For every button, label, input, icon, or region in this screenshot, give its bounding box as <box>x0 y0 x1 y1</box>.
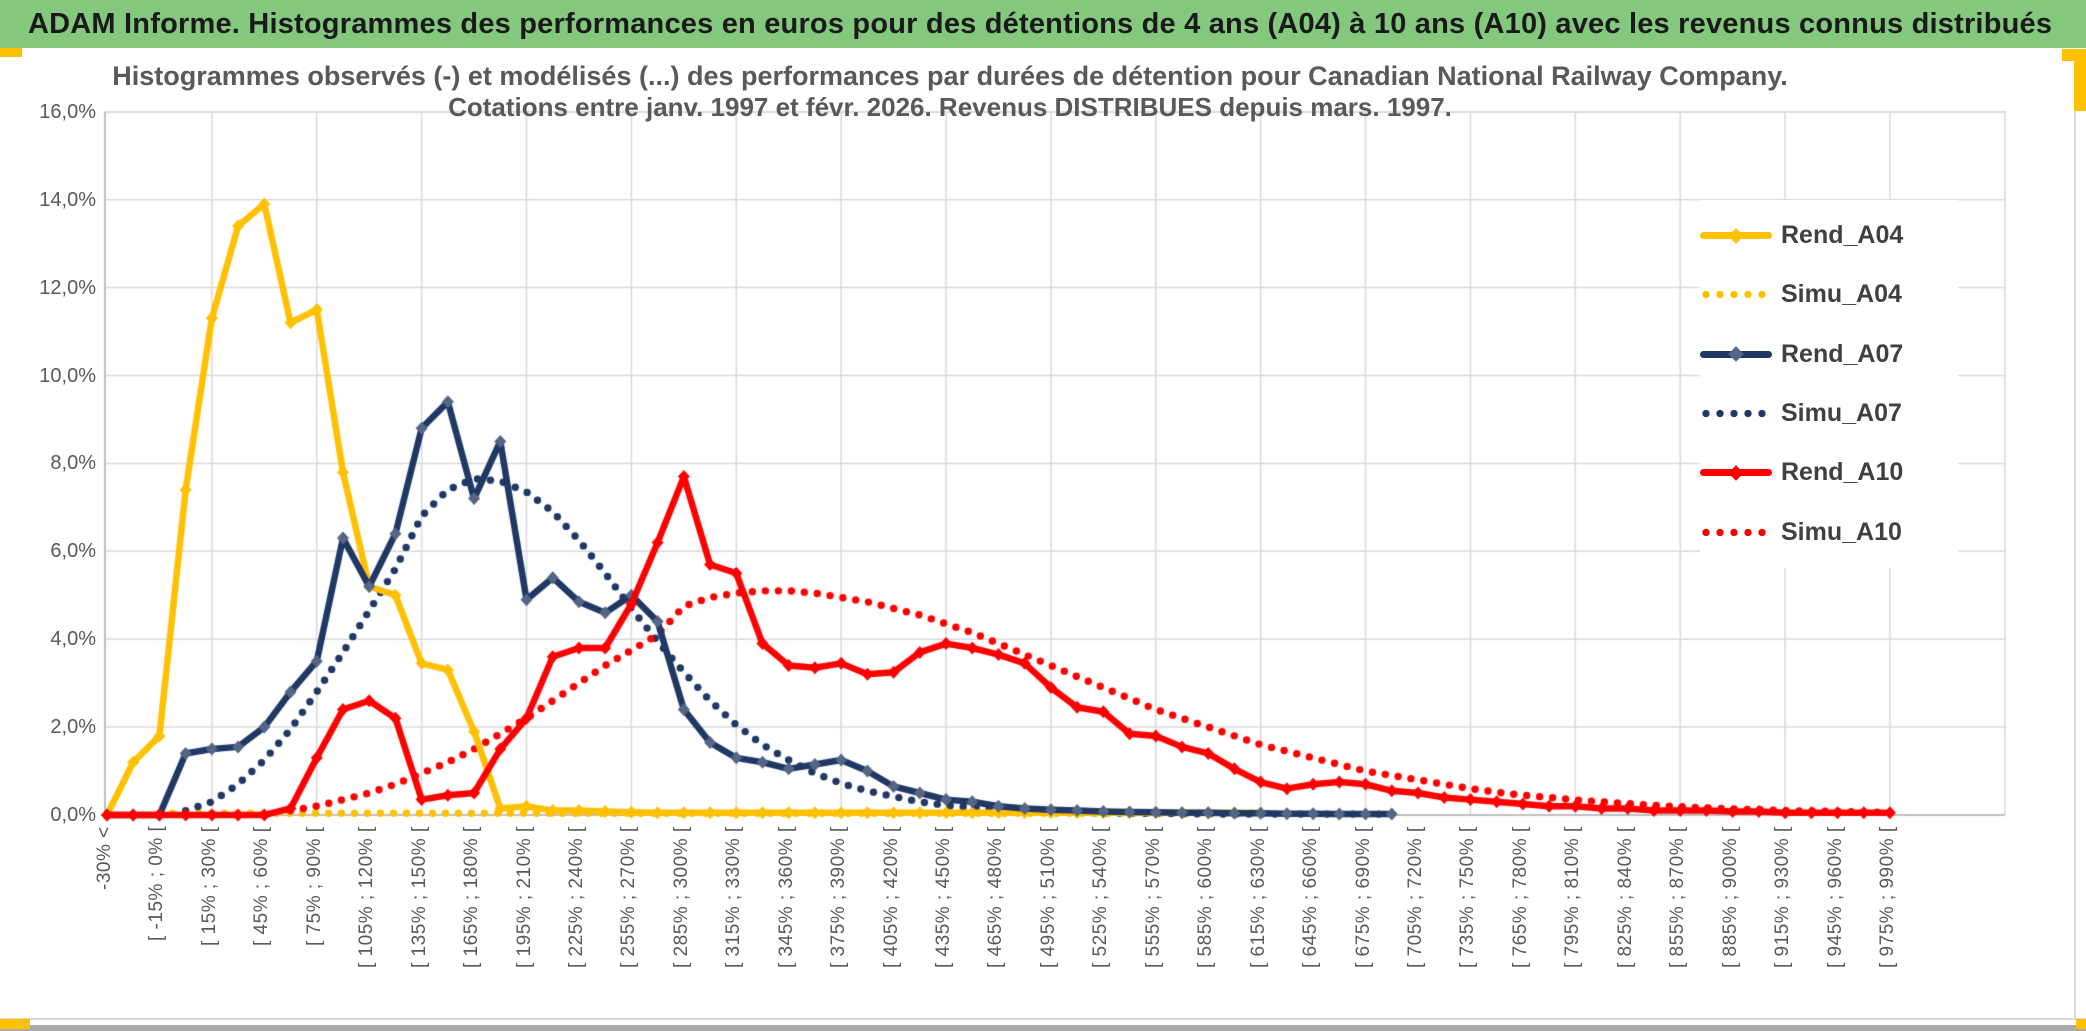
x-tick-label: [ 195% ; 210% [ <box>513 826 535 968</box>
chart-title-line1: Histogrammes observés (-) et modélisés (… <box>112 61 1788 91</box>
x-tick-label: [ 795% ; 810% [ <box>1562 826 1584 968</box>
legend-line-swatch-icon <box>1700 227 1772 244</box>
legend-label: Simu_A07 <box>1781 399 1902 428</box>
x-tick-label: [ 675% ; 690% [ <box>1352 826 1374 968</box>
x-tick-label: [ 645% ; 660% [ <box>1300 826 1322 968</box>
legend-entry-simu-a10[interactable]: Simu_A10 <box>1700 512 1958 552</box>
chart-title-line2: Cotations entre janv. 1997 et févr. 2026… <box>448 92 1452 122</box>
legend-entry-rend-a07[interactable]: Rend_A07 <box>1700 334 1958 374</box>
legend-label: Rend_A07 <box>1781 339 1904 368</box>
x-tick-label: [ 45% ; 60% [ <box>251 826 273 946</box>
x-tick-label: [ 435% ; 450% [ <box>933 826 955 968</box>
gold-accent-bottom-left <box>0 1019 30 1029</box>
legend-line-swatch-icon <box>1700 346 1772 363</box>
x-tick-label: [ 285% ; 300% [ <box>670 826 692 968</box>
x-tick-label: [ 225% ; 240% [ <box>565 826 587 968</box>
x-tick-label: [ 765% ; 780% [ <box>1509 826 1531 968</box>
legend-entry-simu-a04[interactable]: Simu_A04 <box>1700 275 1958 315</box>
gold-accent-top-right-v <box>2074 49 2086 111</box>
x-tick-label: [ -15% ; 0% [ <box>146 826 168 942</box>
x-tick-label: -30% < <box>94 826 115 890</box>
x-tick-label: [ 825% ; 840% [ <box>1614 826 1636 968</box>
legend-dotted-swatch-icon <box>1700 290 1772 300</box>
x-tick-label: [ 315% ; 330% [ <box>723 826 745 968</box>
legend-entry-simu-a07[interactable]: Simu_A07 <box>1700 394 1958 434</box>
y-tick-label: 4,0% <box>50 628 96 651</box>
window-title: ADAM Informe. Histogrammes des performan… <box>28 7 2053 40</box>
chart-title: Histogrammes observés (-) et modélisés (… <box>60 60 1840 123</box>
legend-entry-rend-a10[interactable]: Rend_A10 <box>1700 453 1958 493</box>
x-tick-label: [ 885% ; 900% [ <box>1719 826 1741 968</box>
x-tick-label: [ 615% ; 630% [ <box>1247 826 1269 968</box>
legend-label: Rend_A04 <box>1781 221 1904 250</box>
x-tick-label: [ 915% ; 930% [ <box>1772 826 1794 968</box>
legend-label: Simu_A04 <box>1781 280 1902 309</box>
x-tick-label: [ 705% ; 720% [ <box>1405 826 1426 968</box>
x-tick-label: [ 15% ; 30% [ <box>198 826 220 946</box>
y-tick-label: 8,0% <box>50 452 96 475</box>
window-border-right <box>2074 111 2076 1019</box>
x-tick-label: [ 405% ; 420% [ <box>880 826 902 968</box>
y-tick-label: 2,0% <box>50 716 96 739</box>
x-tick-label: [ 555% ; 570% [ <box>1142 826 1164 968</box>
chart-legend: Rend_A04 Simu_A04 Rend_A07 Simu_A07 Rend… <box>1700 200 1958 568</box>
bottom-scrollbar[interactable] <box>0 1025 2086 1031</box>
gold-accent-top-left <box>0 48 22 57</box>
title-bar: ADAM Informe. Histogrammes des performan… <box>0 0 2086 48</box>
x-tick-label: [ 975% ; 990% [ <box>1876 826 1898 968</box>
legend-dotted-swatch-icon <box>1700 409 1772 419</box>
x-tick-label: [ 75% ; 90% [ <box>303 826 325 946</box>
x-tick-label: [ 345% ; 360% [ <box>775 826 797 968</box>
legend-entry-rend-a04[interactable]: Rend_A04 <box>1700 216 1958 256</box>
legend-line-swatch-icon <box>1700 465 1772 481</box>
y-tick-label: 6,0% <box>50 540 96 563</box>
y-tick-label: 0,0% <box>50 804 96 826</box>
window-border-bottom <box>0 1018 2086 1020</box>
x-tick-label: [ 525% ; 540% [ <box>1090 826 1112 968</box>
legend-label: Rend_A10 <box>1781 458 1904 487</box>
y-tick-label: 16,0% <box>39 100 96 123</box>
x-tick-label: [ 105% ; 120% [ <box>356 826 378 968</box>
x-tick-label: [ 135% ; 150% [ <box>408 826 430 968</box>
x-tick-label: [ 255% ; 270% [ <box>618 826 640 968</box>
legend-label: Simu_A10 <box>1781 517 1902 546</box>
y-tick-label: 10,0% <box>39 364 96 387</box>
x-tick-label: [ 735% ; 750% [ <box>1457 826 1479 968</box>
legend-dotted-swatch-icon <box>1700 527 1772 537</box>
x-tick-label: [ 855% ; 870% [ <box>1667 826 1689 968</box>
gold-accent-bottom-right <box>2076 1019 2086 1029</box>
y-tick-label: 14,0% <box>39 188 96 211</box>
x-tick-label: [ 375% ; 390% [ <box>828 826 850 968</box>
x-tick-label: [ 495% ; 510% [ <box>1037 826 1059 968</box>
x-tick-label: [ 165% ; 180% [ <box>461 826 483 968</box>
x-tick-label: [ 585% ; 600% [ <box>1195 826 1217 968</box>
y-tick-label: 12,0% <box>39 276 96 299</box>
x-tick-label: [ 945% ; 960% [ <box>1824 826 1846 968</box>
x-tick-label: [ 465% ; 480% [ <box>985 826 1007 968</box>
